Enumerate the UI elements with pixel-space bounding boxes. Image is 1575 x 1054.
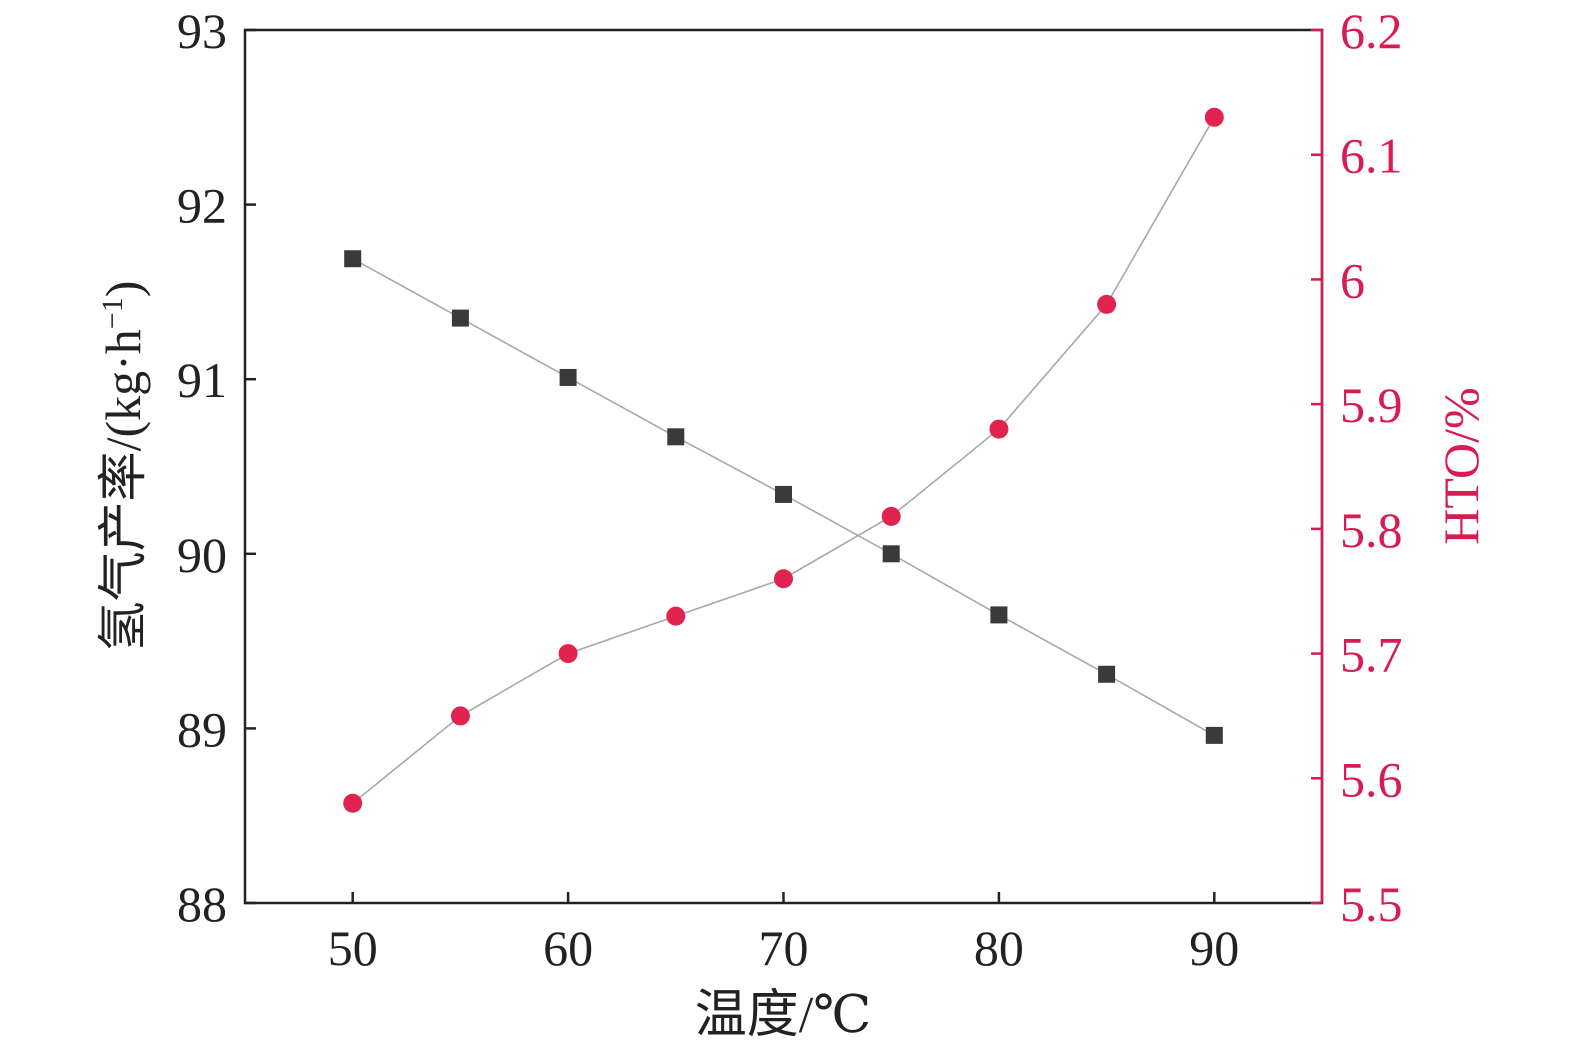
y-axis-right-label: HTO/%: [1433, 387, 1489, 544]
series-lines: [352, 116, 1215, 804]
y-right-tick-label: 6.1: [1340, 128, 1403, 184]
y-right-tick-label: 5.6: [1340, 751, 1403, 807]
series-1-point: [1098, 665, 1116, 683]
y-right-tick-label: 5.8: [1340, 502, 1403, 558]
series-2-point: [774, 569, 793, 589]
series-markers: [343, 107, 1224, 813]
y-axis-left-label-superscript: −1: [96, 297, 129, 329]
x-tick-label: 70: [759, 920, 809, 976]
series-2-point: [450, 706, 470, 726]
y-axis-left-label: 氢气产率/(kg·h−1): [95, 281, 151, 652]
y-left-tick-label: 92: [177, 178, 227, 234]
x-tick-label: 50: [328, 920, 378, 976]
series-1-point: [559, 368, 577, 386]
x-axis-label: 温度/℃: [695, 987, 872, 1044]
y-left-tick-label: 93: [177, 3, 227, 59]
x-tick-label: 80: [974, 920, 1024, 976]
x-tick-label: 60: [543, 920, 593, 976]
y-left-tick-label: 90: [177, 527, 227, 583]
plot-frame: [243, 28, 1324, 905]
series-2-line: [352, 116, 1215, 804]
series-1-point: [667, 428, 685, 446]
y-axis-left-label-close: ): [95, 281, 151, 298]
y-right-tick-label: 6.2: [1340, 3, 1403, 59]
series-2-point: [1097, 294, 1117, 314]
x-tick-label: 90: [1189, 920, 1239, 976]
series-1-point: [882, 545, 900, 563]
series-1-point: [775, 485, 792, 503]
series-2-point: [989, 419, 1009, 439]
axis-ticks: [245, 28, 1322, 905]
series-2-point: [881, 506, 901, 526]
y-right-tick-label: 6: [1340, 252, 1365, 308]
series-2-point: [666, 606, 686, 626]
y-right-tick-label: 5.7: [1340, 627, 1403, 683]
series-1-point: [1205, 726, 1223, 744]
y-right-tick-label: 5.5: [1340, 876, 1403, 932]
series-2-point: [343, 793, 363, 813]
series-1-point: [990, 606, 1008, 624]
series-2-point: [1204, 107, 1224, 127]
y-left-tick-label: 89: [177, 701, 227, 757]
series-1-point: [451, 309, 469, 327]
series-1-point: [344, 250, 362, 268]
y-left-tick-label: 91: [177, 352, 227, 408]
series-2-point: [558, 644, 578, 664]
y-right-tick-label: 5.9: [1340, 377, 1403, 433]
tick-labels: 50 60 70 80 90 88 89 90 91 92 93 5.5 5.6 5.7 5.8 5.9 6 6.…: [177, 3, 1403, 976]
y-left-tick-label: 88: [177, 876, 227, 932]
